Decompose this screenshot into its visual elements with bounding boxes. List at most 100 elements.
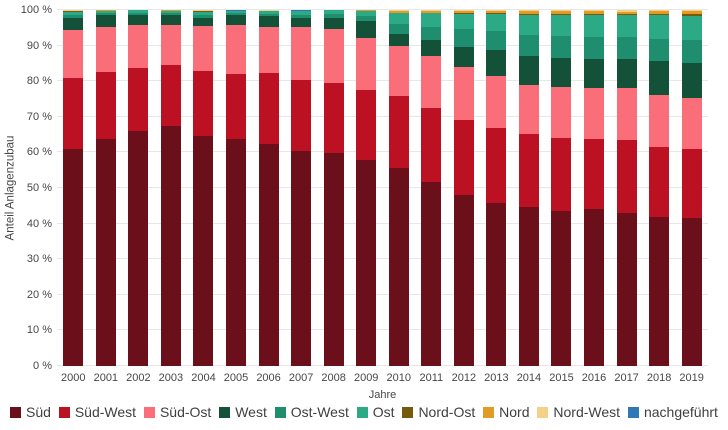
bar-segment-2017-Nord-West[interactable] <box>616 10 637 12</box>
bar-segment-2019-Ost-West[interactable] <box>681 39 702 64</box>
bar-segment-2014-Nord-West[interactable] <box>518 10 539 12</box>
bar-segment-2008-Ost-West[interactable] <box>323 14 344 19</box>
bar-segment-2007-Ost-West[interactable] <box>291 14 312 18</box>
bar-segment-2016-Süd-West[interactable] <box>584 138 605 210</box>
bar-segment-2012-West[interactable] <box>453 46 474 67</box>
bar-segment-2001-Süd-West[interactable] <box>95 71 116 139</box>
bar-segment-2001-Ost-West[interactable] <box>95 13 116 16</box>
bar-segment-2001-Süd[interactable] <box>95 138 116 366</box>
bar-segment-2003-West[interactable] <box>160 15 181 26</box>
bar-segment-2005-nachgeführt[interactable] <box>226 10 246 12</box>
bar-segment-2009-Süd[interactable] <box>356 159 377 366</box>
bar-segment-2017-Nord-Ost[interactable] <box>616 13 637 16</box>
bar-segment-2005-Ost[interactable] <box>226 11 246 14</box>
bar-2009[interactable] <box>356 10 377 366</box>
bar-segment-2013-Süd-Ost[interactable] <box>486 75 507 128</box>
bar-segment-2015-Süd-West[interactable] <box>551 137 572 211</box>
bar-segment-2016-Süd-Ost[interactable] <box>584 87 605 139</box>
bar-2010[interactable] <box>388 10 409 366</box>
bar-segment-2013-Süd-West[interactable] <box>486 127 507 204</box>
bar-2012[interactable] <box>453 10 474 366</box>
bar-segment-2002-Süd[interactable] <box>128 130 149 366</box>
bar-segment-2019-Nord-West[interactable] <box>681 10 702 12</box>
bar-segment-2011-Ost[interactable] <box>421 13 442 27</box>
bar-segment-2005-Süd-Ost[interactable] <box>226 25 246 75</box>
bar-segment-2019-Nord-Ost[interactable] <box>681 13 702 17</box>
bar-segment-2004-West[interactable] <box>193 17 214 27</box>
bar-segment-2000-Nord-Ost[interactable] <box>63 11 84 13</box>
bar-segment-2018-Süd-Ost[interactable] <box>649 95 670 147</box>
bar-2008[interactable] <box>323 10 344 366</box>
bar-segment-2002-Süd-Ost[interactable] <box>128 24 149 69</box>
bar-segment-2007-nachgeführt[interactable] <box>291 10 312 11</box>
bar-segment-2012-Nord-Ost[interactable] <box>453 12 474 14</box>
bar-segment-2014-Süd-West[interactable] <box>518 134 539 208</box>
bar-segment-2011-Nord[interactable] <box>421 11 442 13</box>
bar-2002[interactable] <box>128 10 149 366</box>
legend-item-Nord[interactable]: Nord <box>483 404 530 420</box>
bar-segment-2000-Süd-West[interactable] <box>63 78 84 149</box>
bar-segment-2017-Nord[interactable] <box>616 11 637 14</box>
bar-segment-2018-Ost-West[interactable] <box>649 38 670 61</box>
bar-segment-2008-Süd[interactable] <box>323 153 344 366</box>
bar-segment-2017-Süd-West[interactable] <box>616 139 637 213</box>
bar-segment-2008-Süd-Ost[interactable] <box>323 29 344 83</box>
bar-segment-2007-Süd[interactable] <box>291 151 312 366</box>
legend-item-West[interactable]: West <box>219 404 267 420</box>
bar-segment-2009-Süd-West[interactable] <box>356 90 377 160</box>
bar-segment-2006-Ost[interactable] <box>258 11 279 14</box>
bar-segment-2006-Süd-West[interactable] <box>258 73 279 144</box>
bar-segment-2011-Nord-Ost[interactable] <box>421 12 442 14</box>
bar-segment-2004-Süd-Ost[interactable] <box>193 26 214 71</box>
bar-segment-2011-Nord-West[interactable] <box>421 10 442 12</box>
bar-segment-2008-West[interactable] <box>323 18 344 30</box>
bar-segment-2019-Süd-West[interactable] <box>681 148 702 219</box>
legend-item-Nord-Ost[interactable]: Nord-Ost <box>402 404 475 420</box>
bar-segment-2004-Süd[interactable] <box>193 136 214 366</box>
legend-item-Ost-West[interactable]: Ost-West <box>274 404 349 420</box>
bar-segment-2012-Süd[interactable] <box>453 195 474 366</box>
bar-segment-2012-Süd-Ost[interactable] <box>453 66 474 121</box>
bar-segment-2013-Ost[interactable] <box>486 13 507 31</box>
bar-segment-2012-Nord[interactable] <box>453 11 474 13</box>
bar-segment-2009-Süd-Ost[interactable] <box>356 38 377 91</box>
bar-segment-2012-Süd-West[interactable] <box>453 120 474 196</box>
bar-segment-2019-Ost[interactable] <box>681 16 702 40</box>
bar-segment-2010-Süd-West[interactable] <box>388 96 409 169</box>
bar-segment-2014-Nord-Ost[interactable] <box>518 13 539 16</box>
bar-2019[interactable] <box>681 10 702 366</box>
bar-2003[interactable] <box>160 10 181 366</box>
bar-segment-2011-Süd-Ost[interactable] <box>421 55 442 109</box>
bar-segment-2013-Ost-West[interactable] <box>486 30 507 50</box>
bar-segment-2014-Ost-West[interactable] <box>518 34 539 56</box>
bar-segment-2000-Süd-Ost[interactable] <box>63 29 84 78</box>
bar-segment-2015-Nord-West[interactable] <box>551 10 572 12</box>
bar-2001[interactable] <box>95 10 116 366</box>
bar-segment-2018-Ost[interactable] <box>649 15 670 39</box>
bar-segment-2002-Ost-West[interactable] <box>128 12 149 15</box>
bar-segment-2010-Nord-West[interactable] <box>388 10 409 12</box>
bar-segment-2006-Ost-West[interactable] <box>258 13 279 17</box>
bar-segment-2015-Nord-Ost[interactable] <box>551 13 572 16</box>
bar-segment-2010-Ost-West[interactable] <box>388 23 409 35</box>
bar-2016[interactable] <box>584 10 605 366</box>
bar-segment-2019-Süd[interactable] <box>681 218 702 366</box>
bar-segment-2009-Ost[interactable] <box>356 11 377 17</box>
bar-segment-2012-Ost[interactable] <box>453 13 474 30</box>
bar-segment-2007-Ost[interactable] <box>291 11 312 15</box>
bar-segment-2015-Nord[interactable] <box>551 11 572 14</box>
bar-segment-2010-Nord[interactable] <box>388 11 409 13</box>
bar-segment-2004-Süd-West[interactable] <box>193 70 214 137</box>
bar-segment-2017-Süd[interactable] <box>616 212 637 366</box>
bar-segment-2012-Ost-West[interactable] <box>453 29 474 47</box>
bar-segment-2018-Süd-West[interactable] <box>649 146 670 218</box>
bar-segment-2008-Ost[interactable] <box>323 10 344 15</box>
bar-2006[interactable] <box>258 10 279 366</box>
bar-segment-2010-Süd[interactable] <box>388 168 409 366</box>
bar-segment-2006-Süd[interactable] <box>258 143 279 366</box>
bar-segment-2018-West[interactable] <box>649 60 670 96</box>
bar-segment-2017-Ost[interactable] <box>616 15 637 38</box>
bar-segment-2009-Nord-Ost[interactable] <box>356 10 377 12</box>
bar-segment-2001-West[interactable] <box>95 15 116 28</box>
bar-segment-2013-Nord-Ost[interactable] <box>486 12 507 14</box>
